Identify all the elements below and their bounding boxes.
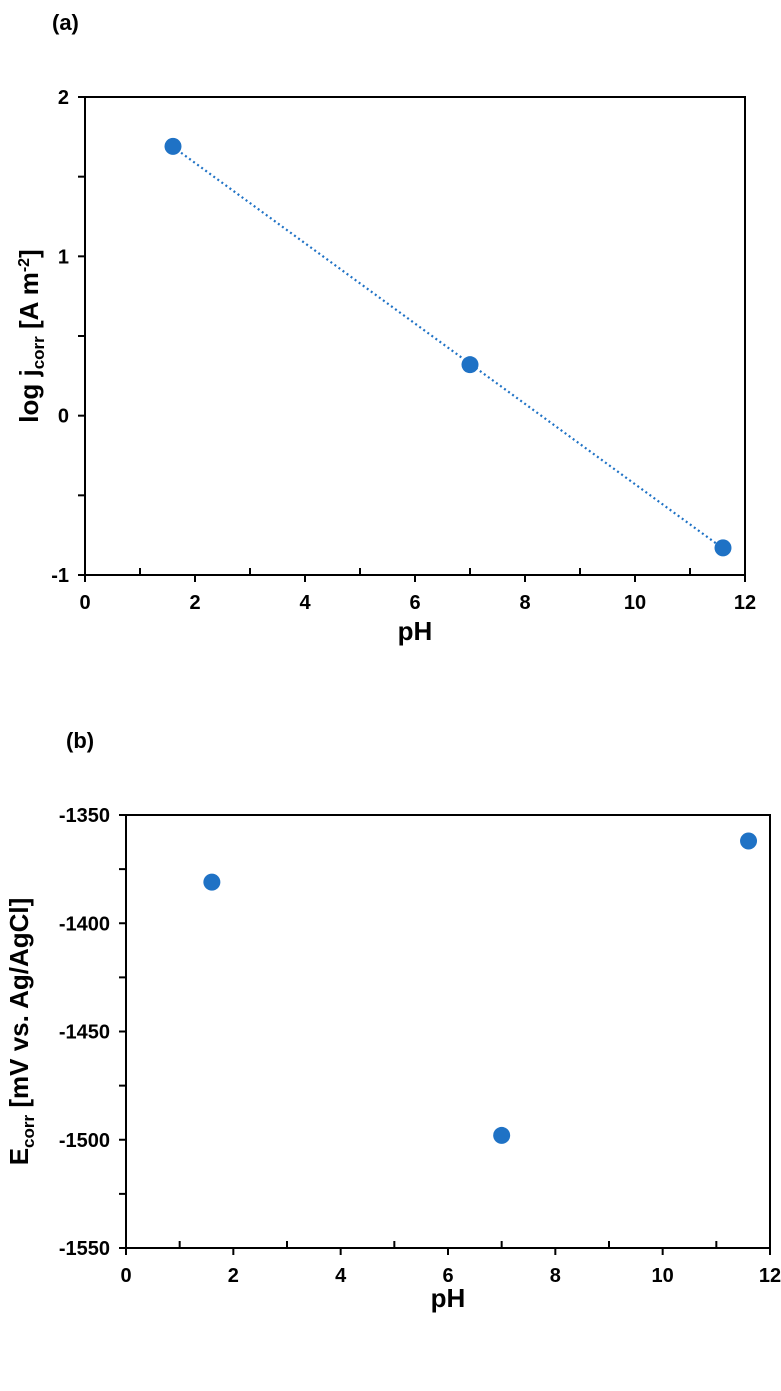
x-tick-label: 12	[759, 1265, 781, 1287]
x-tick-label: 0	[120, 1265, 131, 1287]
y-axis-label-mid: [A m	[14, 272, 44, 336]
x-tick-label: 8	[519, 592, 530, 614]
y-axis-label: log jcorr [A m-2]	[14, 249, 48, 422]
data-point	[493, 1126, 511, 1144]
y-tick-label: -1450	[59, 1022, 110, 1044]
panel-label: (a)	[52, 10, 79, 35]
y-axis-label-sub: corr	[29, 336, 48, 369]
data-point	[740, 832, 758, 850]
x-axis-label: pH	[431, 1283, 466, 1313]
x-tick-label: 6	[409, 592, 420, 614]
y-axis-label-main: E	[4, 1148, 34, 1165]
x-tick-label: 2	[228, 1265, 239, 1287]
y-axis-label-sub: corr	[19, 1114, 38, 1147]
y-axis-label-end: ]	[14, 249, 44, 258]
data-point	[461, 356, 479, 374]
y-tick-label: 1	[58, 246, 69, 268]
plot-area-frame	[125, 814, 771, 1249]
y-axis-label-main: log j	[14, 369, 44, 422]
data-point	[164, 137, 182, 155]
y-tick-label: -1550	[59, 1238, 110, 1260]
y-tick-label: -1	[51, 565, 69, 587]
x-tick-label: 6	[442, 1265, 453, 1287]
y-tick-label: 2	[58, 87, 69, 109]
x-tick-label: 4	[299, 592, 311, 614]
y-tick-label: -1400	[59, 913, 110, 935]
y-tick-label: -1500	[59, 1130, 110, 1152]
data-point	[203, 873, 221, 891]
x-tick-label: 8	[550, 1265, 561, 1287]
data-point	[714, 539, 732, 557]
x-tick-label: 10	[624, 592, 646, 614]
panel-label: (b)	[66, 728, 94, 753]
x-tick-label: 2	[189, 592, 200, 614]
chart-panel-b: (b) 0 2 4 6 8 10 12 -1550 -1500 -1450 -1400 -1350 pH E…	[4, 728, 781, 1313]
y-tick-label: 0	[58, 406, 69, 428]
x-axis-label: pH	[398, 616, 433, 646]
x-tick-label: 0	[79, 592, 90, 614]
y-axis-label: Ecorr [mV vs. Ag/AgCl]	[4, 898, 38, 1166]
y-axis-label-sup: -2	[16, 258, 33, 272]
trendline	[172, 145, 724, 550]
x-tick-label: 10	[652, 1265, 674, 1287]
y-tick-label: -1350	[59, 805, 110, 827]
x-tick-label: 4	[335, 1265, 347, 1287]
x-tick-label: 12	[734, 592, 756, 614]
y-axis-label-mid: [mV vs. Ag/AgCl]	[4, 898, 34, 1115]
plot-area-frame	[84, 96, 746, 576]
